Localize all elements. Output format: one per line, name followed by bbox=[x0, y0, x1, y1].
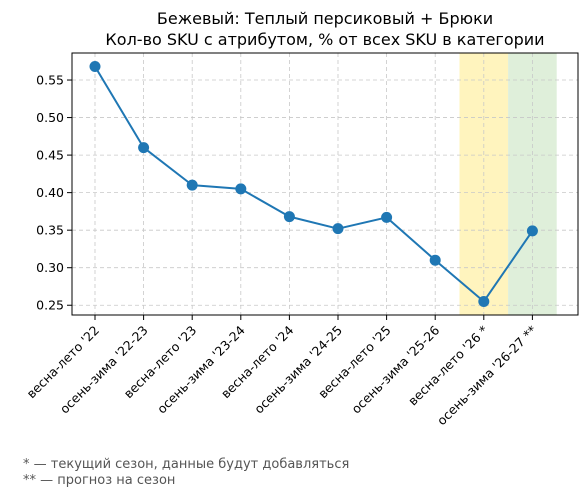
chart-subtitle: Кол-во SKU с атрибутом, % от всех SKU в … bbox=[105, 30, 544, 49]
data-point bbox=[283, 211, 295, 223]
x-tick-label: осень-зима '24-25 bbox=[251, 323, 345, 417]
x-tick-label: осень-зима '26-27 ** bbox=[434, 323, 540, 429]
y-tick-label: 0.30 bbox=[36, 260, 64, 275]
series-line bbox=[94, 65, 534, 303]
x-tick-label: осень-зима '25-26 bbox=[348, 322, 442, 416]
data-point bbox=[478, 295, 490, 307]
plot-frame bbox=[71, 52, 579, 316]
y-tick-label: 0.35 bbox=[36, 223, 64, 238]
data-point bbox=[235, 183, 247, 195]
data-point bbox=[186, 179, 198, 191]
y-tick-label: 0.50 bbox=[36, 110, 64, 125]
x-tick-label: осень-зима '22-23 bbox=[57, 323, 151, 417]
y-tick-label: 0.55 bbox=[36, 73, 64, 88]
footnote-forecast: ** — прогноз на сезон bbox=[23, 473, 176, 488]
x-tick-label: осень-зима '23-24 bbox=[154, 322, 248, 416]
chart: 0.250.300.350.400.450.500.55 весна-лето … bbox=[23, 9, 579, 429]
data-point bbox=[526, 225, 538, 237]
data-point bbox=[429, 254, 441, 266]
data-point bbox=[138, 142, 150, 154]
data-point bbox=[332, 223, 344, 235]
highlight-band-2 bbox=[508, 53, 557, 315]
y-tick-label: 0.25 bbox=[36, 298, 64, 313]
y-tick-label: 0.45 bbox=[36, 148, 64, 163]
data-point bbox=[89, 61, 101, 73]
data-point bbox=[381, 211, 393, 223]
footnote-current-season: * — текущий сезон, данные будут добавлят… bbox=[23, 457, 350, 472]
chart-title: Бежевый: Теплый персиковый + Брюки bbox=[157, 9, 493, 28]
y-tick-label: 0.40 bbox=[36, 185, 64, 200]
